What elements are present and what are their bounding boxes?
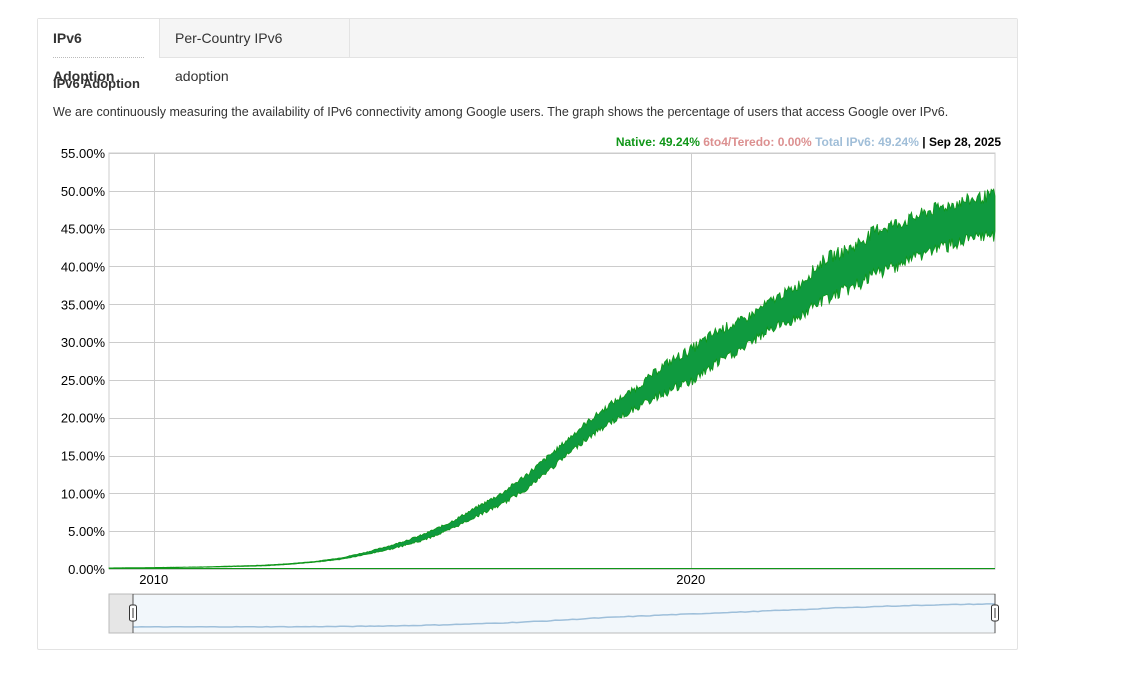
legend-6to4-teredo: 6to4/Teredo: 0.00% [703,135,812,149]
y-tick-label: 10.00% [61,486,106,501]
plot-area [108,152,996,570]
y-tick-label: 5.00% [68,524,105,539]
x-tick-label: 2020 [676,572,705,587]
tab-ipv6-adoption-label: IPv6 Adoption [53,30,115,84]
description-text: We are continuously measuring the availa… [53,105,949,119]
section-title: IPv6 Adoption [53,76,140,91]
x-tick-label: 2010 [139,572,168,587]
range-handle-right[interactable] [991,594,999,633]
y-tick-label: 25.00% [61,373,106,388]
y-tick-label: 45.00% [61,222,106,237]
y-tick-label: 50.00% [61,184,106,199]
y-tick-label: 20.00% [61,411,106,426]
y-tick-label: 35.00% [61,297,106,312]
y-tick-label: 0.00% [68,562,105,577]
range-mini-line [133,603,996,628]
native-series-band [108,188,996,569]
legend-separator: | [922,135,926,149]
y-tick-label: 55.00% [61,146,106,161]
tab-bar: IPv6 Adoption Per-Country IPv6 adoption [38,19,1017,84]
legend-date: Sep 28, 2025 [928,135,1001,149]
range-handle-left[interactable] [129,594,137,633]
legend-total-ipv6: Total IPv6: 49.24% [815,135,919,149]
y-tick-label: 30.00% [61,335,106,350]
chart-legend: Native: 49.24% 6to4/Teredo: 0.00% Total … [616,135,1001,149]
tab-per-country-label: Per-Country IPv6 adoption [175,30,283,84]
y-tick-label: 40.00% [61,259,106,274]
legend-native: Native: 49.24% [615,135,700,149]
tab-ipv6-adoption[interactable]: IPv6 Adoption [38,19,160,84]
y-tick-label: 15.00% [61,449,106,464]
tab-per-country[interactable]: Per-Country IPv6 adoption [160,19,350,84]
